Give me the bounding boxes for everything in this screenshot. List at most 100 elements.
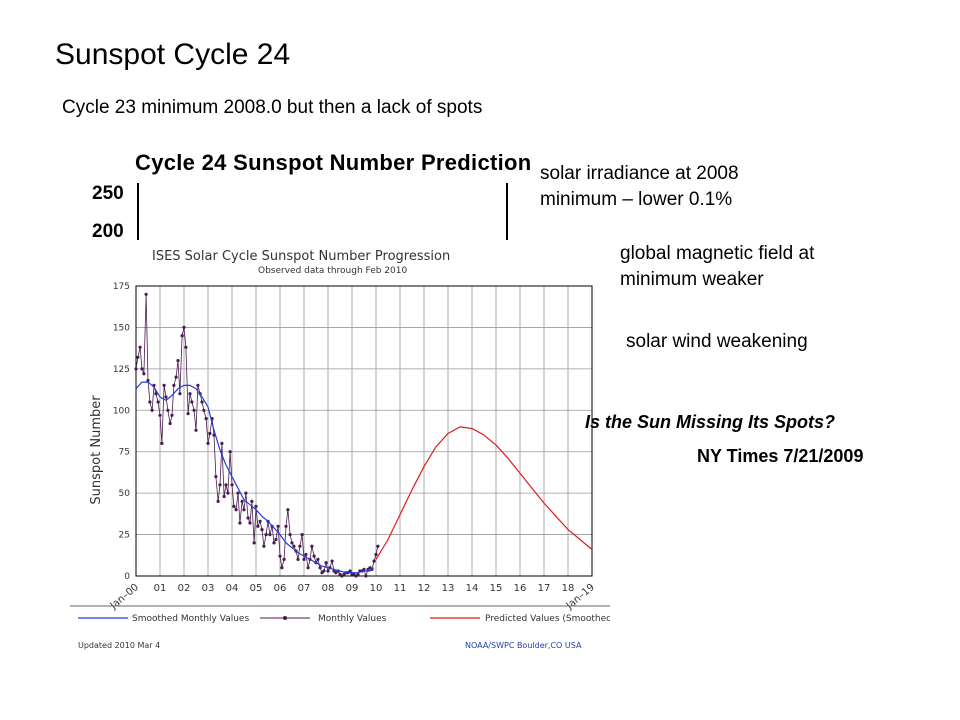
footer-updated: Updated 2010 Mar 4 [78,641,160,650]
data-point-monthly [292,544,296,548]
data-point-monthly [274,537,278,542]
data-point-monthly [284,524,288,528]
note-solar-irradiance: solar irradiance at 2008 minimum – lower… [540,161,739,213]
x-tick-label: 02 [178,583,191,594]
x-tick-label: 13 [442,583,455,594]
data-point-monthly [268,533,272,537]
y-tick-label: 100 [113,406,130,416]
data-point-monthly [164,395,168,399]
data-point-monthly [310,544,314,548]
x-tick-label: 16 [514,583,527,594]
x-tick-label: 06 [274,583,287,594]
data-point-monthly [324,561,328,565]
legend-label-smoothed: Smoothed Monthly Values [132,614,249,624]
data-point-monthly [134,367,138,371]
data-point-monthly [250,499,254,503]
chart-title: ISES Solar Cycle Sunspot Number Progress… [152,249,450,264]
data-point-monthly [302,557,306,561]
slide-subtitle: Cycle 23 minimum 2008.0 but then a lack … [62,97,483,118]
note-line: minimum weaker [620,269,764,290]
x-tick-label: 14 [466,583,479,594]
note-line: global magnetic field at [620,243,815,264]
data-point-monthly [298,544,302,548]
data-point-monthly [190,400,194,404]
data-point-monthly [150,408,154,412]
data-point-monthly [216,499,220,503]
data-point-monthly [316,557,320,561]
data-point-monthly [282,557,286,561]
data-point-monthly [178,392,182,396]
data-point-monthly [288,533,292,537]
x-tick-label: 03 [202,583,215,594]
data-point-monthly [196,383,200,387]
footer-source: NOAA/SWPC Boulder,CO USA [465,641,582,650]
data-point-monthly [176,359,180,363]
legend-label-monthly: Monthly Values [318,614,387,624]
chart-subtitle: Observed data through Feb 2010 [258,266,407,276]
data-point-monthly [146,378,150,383]
data-point-monthly [144,292,148,296]
data-point-monthly [226,491,230,495]
data-point-monthly [200,400,204,404]
data-point-monthly [244,491,248,495]
legend-label-predicted: Predicted Values (Smoothed) [485,614,610,624]
data-point-monthly [372,559,376,563]
y-tick-label: 75 [119,448,130,458]
x-tick-label: 18 [562,583,575,594]
data-point-monthly [148,400,152,404]
data-point-monthly [136,355,140,359]
y-tick-label: 125 [113,365,130,375]
data-point-monthly [214,475,218,479]
note-line: solar irradiance at 2008 [540,163,739,184]
data-point-monthly [206,441,210,445]
data-point-monthly [224,483,228,487]
y-tick-label: 150 [113,323,130,333]
data-point-monthly [322,569,326,573]
data-point-monthly [286,508,290,512]
legend-marker-monthly [283,616,287,620]
data-point-monthly [318,566,322,570]
data-point-monthly [364,574,368,578]
prediction-tick-200: 200 [92,221,124,242]
data-point-monthly [236,491,240,495]
data-point-monthly [240,499,244,503]
data-point-monthly [334,571,338,575]
x-tick-label: 12 [418,583,431,594]
data-point-monthly [348,569,352,573]
data-point-monthly [166,408,170,412]
data-point-monthly [352,572,356,576]
x-tick-label: 15 [490,583,503,594]
data-point-monthly [138,345,142,349]
prediction-chart-title: Cycle 24 Sunspot Number Prediction [135,150,532,175]
x-tick-label: 10 [370,583,383,594]
data-point-monthly [182,325,186,329]
series-line-predicted [375,426,593,560]
prediction-tick-250: 250 [92,183,124,204]
data-point-monthly [140,367,144,371]
data-point-monthly [306,566,310,570]
data-point-monthly [170,413,174,417]
y-tick-label: 0 [124,572,130,582]
data-point-monthly [362,567,366,571]
x-tick-label: 04 [226,583,239,594]
nyt-headline: Is the Sun Missing Its Spots? [585,412,836,432]
data-point-monthly [188,392,192,396]
data-point-monthly [218,483,222,487]
data-point-monthly [276,524,280,528]
data-point-monthly [158,413,162,417]
data-point-monthly [232,504,236,508]
data-point-monthly [220,441,224,445]
data-point-monthly [326,569,330,573]
x-tick-label: 07 [298,583,311,594]
data-point-monthly [184,345,188,349]
x-tick-label: 11 [394,583,407,594]
data-point-monthly [230,483,234,487]
prediction-chart-frame [137,183,508,243]
data-point-monthly [174,375,178,379]
note-line: minimum – lower 0.1% [540,189,733,210]
note-magnetic-field: global magnetic field at minimum weaker [620,241,814,293]
data-point-monthly [296,557,300,561]
data-point-monthly [228,450,232,454]
